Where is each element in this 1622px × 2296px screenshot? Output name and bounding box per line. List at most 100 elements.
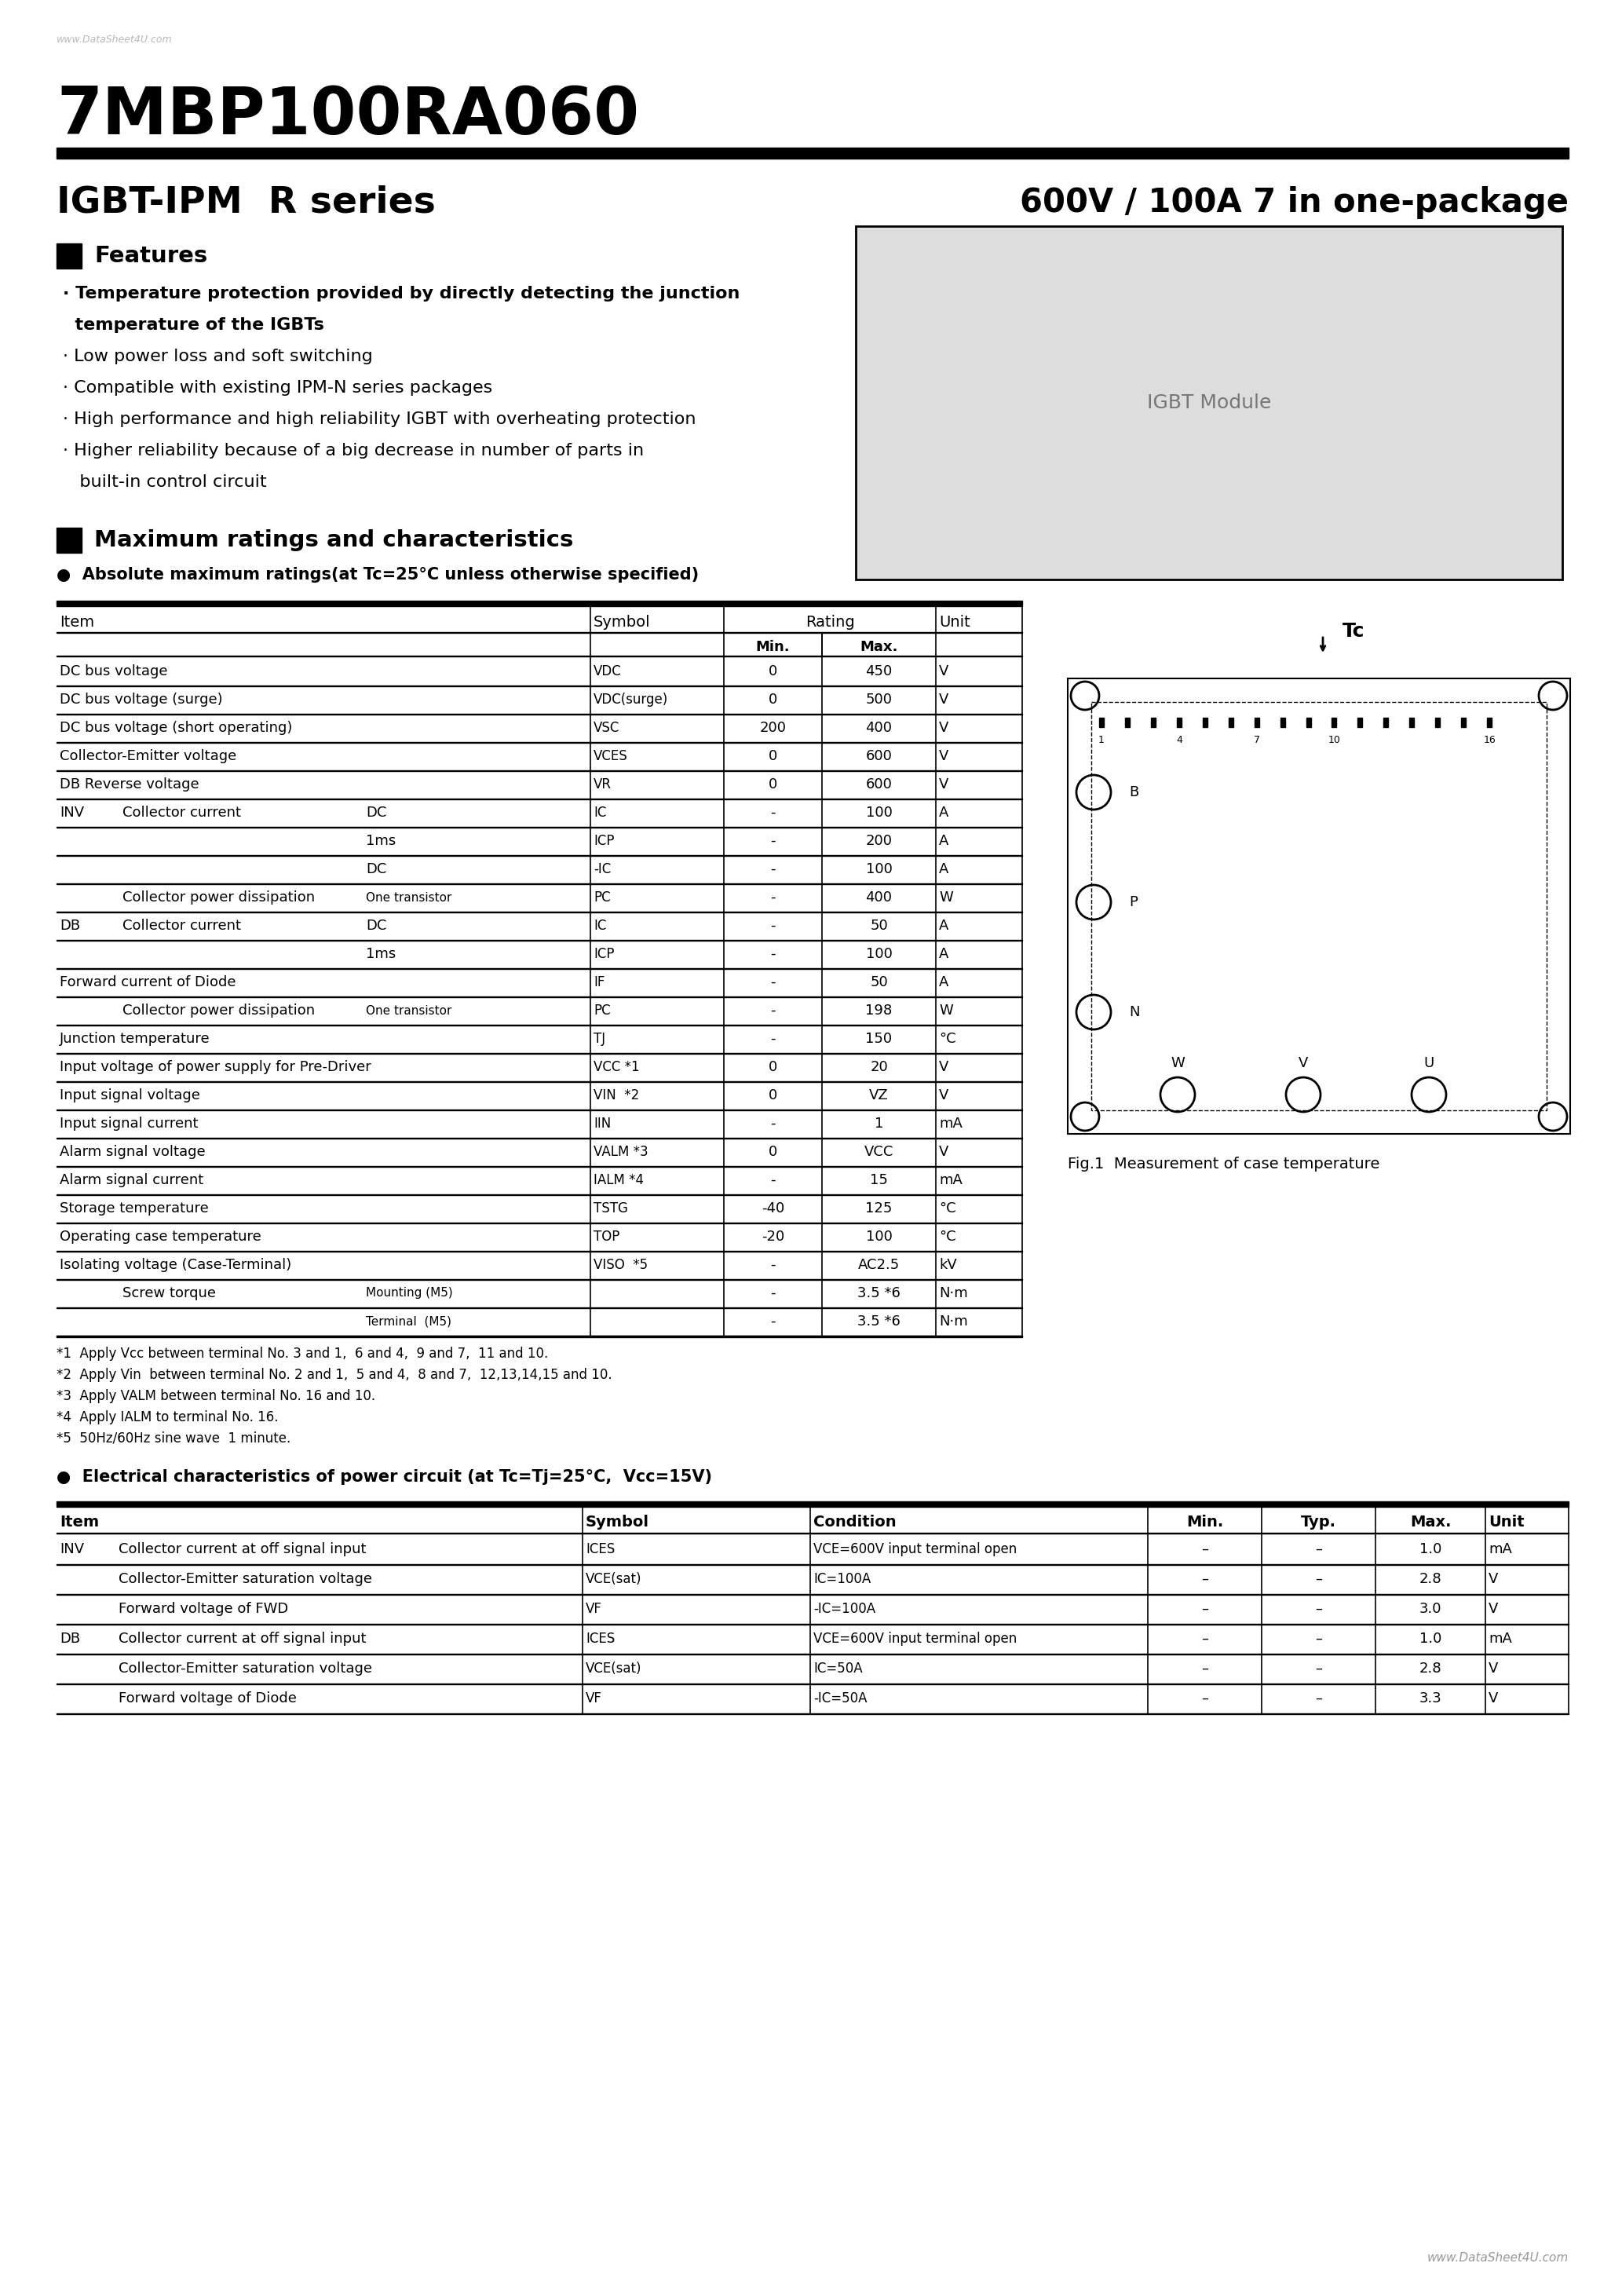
Text: Input signal voltage: Input signal voltage xyxy=(60,1088,200,1102)
Text: A: A xyxy=(939,833,949,847)
Text: 1ms: 1ms xyxy=(367,946,396,962)
Text: Mounting (M5): Mounting (M5) xyxy=(367,1288,453,1300)
Text: Max.: Max. xyxy=(860,641,899,654)
Text: mA: mA xyxy=(939,1173,962,1187)
Text: Min.: Min. xyxy=(756,641,790,654)
Text: IGBT-IPM  R series: IGBT-IPM R series xyxy=(57,186,436,220)
Text: 100: 100 xyxy=(866,946,892,962)
Text: Isolating voltage (Case-Terminal): Isolating voltage (Case-Terminal) xyxy=(60,1258,292,1272)
Text: 500: 500 xyxy=(866,693,892,707)
Text: Symbol: Symbol xyxy=(586,1515,649,1529)
Text: · Temperature protection provided by directly detecting the junction: · Temperature protection provided by dir… xyxy=(63,285,740,301)
Text: A: A xyxy=(939,946,949,962)
Text: -40: -40 xyxy=(761,1201,785,1215)
Text: 200: 200 xyxy=(759,721,787,735)
Text: Alarm signal voltage: Alarm signal voltage xyxy=(60,1146,206,1159)
Text: Collector-Emitter saturation voltage: Collector-Emitter saturation voltage xyxy=(118,1573,371,1587)
Text: ●  Electrical characteristics of power circuit (at Tc=Tj=25°C,  Vcc=15V): ● Electrical characteristics of power ci… xyxy=(57,1469,712,1486)
Text: · Low power loss and soft switching: · Low power loss and soft switching xyxy=(63,349,373,365)
Text: -IC=100A: -IC=100A xyxy=(813,1603,876,1616)
Text: VCE=600V input terminal open: VCE=600V input terminal open xyxy=(813,1632,1017,1646)
Text: 0: 0 xyxy=(769,1061,777,1075)
Text: DC bus voltage (short operating): DC bus voltage (short operating) xyxy=(60,721,292,735)
Text: V: V xyxy=(939,721,949,735)
Text: *2  Apply Vin  between terminal No. 2 and 1,  5 and 4,  8 and 7,  12,13,14,15 an: *2 Apply Vin between terminal No. 2 and … xyxy=(57,1368,611,1382)
Text: -: - xyxy=(770,1258,775,1272)
Bar xyxy=(1254,719,1259,728)
Text: –: – xyxy=(1315,1603,1322,1616)
Text: 15: 15 xyxy=(869,1173,887,1187)
Text: –: – xyxy=(1202,1662,1208,1676)
Text: · Higher reliability because of a big decrease in number of parts in: · Higher reliability because of a big de… xyxy=(63,443,644,459)
Bar xyxy=(856,225,1562,579)
Text: Item: Item xyxy=(60,1515,99,1529)
Text: One transistor: One transistor xyxy=(367,1006,451,1017)
Text: –: – xyxy=(1202,1603,1208,1616)
Text: Collector current at off signal input: Collector current at off signal input xyxy=(118,1543,367,1557)
Text: Input signal current: Input signal current xyxy=(60,1116,198,1130)
Text: Rating: Rating xyxy=(805,615,855,629)
Text: 100: 100 xyxy=(866,863,892,877)
Text: 20: 20 xyxy=(869,1061,887,1075)
Text: *5  50Hz/60Hz sine wave  1 minute.: *5 50Hz/60Hz sine wave 1 minute. xyxy=(57,1430,290,1446)
Text: 400: 400 xyxy=(866,721,892,735)
Text: Symbol: Symbol xyxy=(594,615,650,629)
Text: -: - xyxy=(770,1173,775,1187)
Text: 1.0: 1.0 xyxy=(1419,1632,1442,1646)
Text: *4  Apply IALM to terminal No. 16.: *4 Apply IALM to terminal No. 16. xyxy=(57,1410,279,1424)
Text: –: – xyxy=(1202,1632,1208,1646)
Text: VF: VF xyxy=(586,1603,602,1616)
Text: –: – xyxy=(1202,1543,1208,1557)
Text: 2.8: 2.8 xyxy=(1419,1662,1442,1676)
Text: VSC: VSC xyxy=(594,721,620,735)
Text: mA: mA xyxy=(1489,1543,1512,1557)
Bar xyxy=(1152,719,1155,728)
Text: 7: 7 xyxy=(1254,735,1260,744)
Text: VALM *3: VALM *3 xyxy=(594,1146,649,1159)
Bar xyxy=(1306,719,1311,728)
Text: Collector power dissipation: Collector power dissipation xyxy=(123,891,315,905)
Text: VF: VF xyxy=(586,1692,602,1706)
Text: Min.: Min. xyxy=(1186,1515,1223,1529)
Text: V: V xyxy=(939,778,949,792)
Text: Forward voltage of Diode: Forward voltage of Diode xyxy=(118,1692,297,1706)
Text: –: – xyxy=(1315,1543,1322,1557)
Text: –: – xyxy=(1202,1692,1208,1706)
Text: mA: mA xyxy=(1489,1632,1512,1646)
Text: 0: 0 xyxy=(769,664,777,677)
Text: -: - xyxy=(770,1286,775,1300)
Text: DC: DC xyxy=(367,918,386,932)
Text: VDC: VDC xyxy=(594,664,621,677)
Text: 50: 50 xyxy=(869,976,887,990)
Text: A: A xyxy=(939,806,949,820)
Text: VZ: VZ xyxy=(869,1088,889,1102)
Text: P: P xyxy=(1129,895,1137,909)
Bar xyxy=(57,528,81,553)
Text: 200: 200 xyxy=(866,833,892,847)
Text: 600V / 100A 7 in one-package: 600V / 100A 7 in one-package xyxy=(1020,186,1568,218)
Text: V: V xyxy=(1489,1603,1499,1616)
Text: · Compatible with existing IPM-N series packages: · Compatible with existing IPM-N series … xyxy=(63,381,493,395)
Text: °C: °C xyxy=(939,1201,955,1215)
Text: VCES: VCES xyxy=(594,748,628,762)
Text: -: - xyxy=(770,863,775,877)
Text: V: V xyxy=(939,1088,949,1102)
Text: Terminal  (M5): Terminal (M5) xyxy=(367,1316,451,1327)
Text: Junction temperature: Junction temperature xyxy=(60,1031,211,1047)
Text: Storage temperature: Storage temperature xyxy=(60,1201,209,1215)
Text: Forward current of Diode: Forward current of Diode xyxy=(60,976,235,990)
Text: W: W xyxy=(939,1003,952,1017)
Text: U: U xyxy=(1424,1056,1434,1070)
Text: 2.8: 2.8 xyxy=(1419,1573,1442,1587)
Text: 10: 10 xyxy=(1328,735,1340,744)
Text: IC: IC xyxy=(594,806,607,820)
Bar xyxy=(1435,719,1440,728)
Bar xyxy=(1280,719,1285,728)
Text: DB: DB xyxy=(60,1632,79,1646)
Text: DB: DB xyxy=(60,918,79,932)
Text: VIN  *2: VIN *2 xyxy=(594,1088,639,1102)
Text: Fig.1  Measurement of case temperature: Fig.1 Measurement of case temperature xyxy=(1067,1157,1380,1171)
Text: mA: mA xyxy=(939,1116,962,1130)
Text: PC: PC xyxy=(594,1003,610,1017)
Text: Unit: Unit xyxy=(939,615,970,629)
